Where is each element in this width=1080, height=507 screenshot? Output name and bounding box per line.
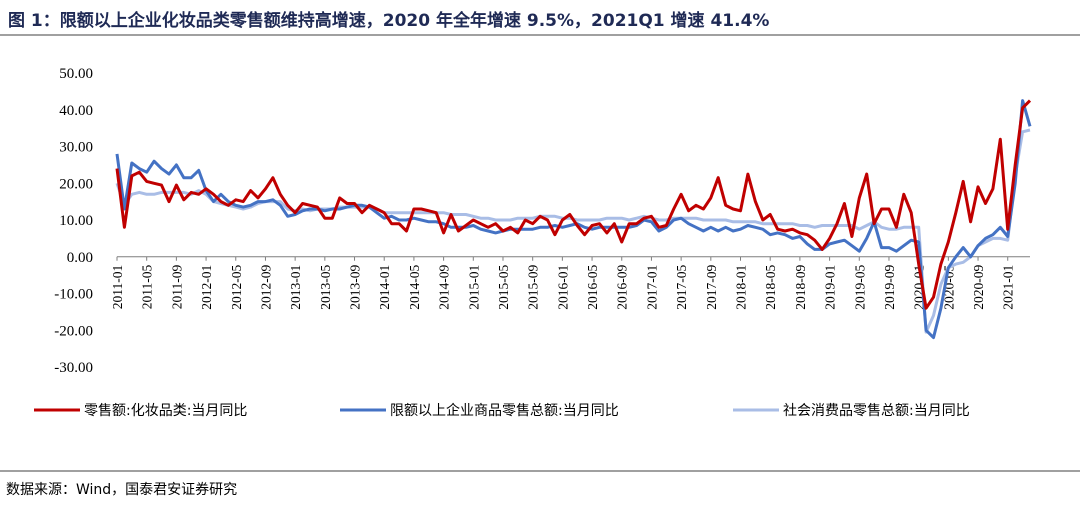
x-tick-label: 2012-09 xyxy=(258,265,273,310)
x-tick-label: 2013-05 xyxy=(318,265,333,310)
x-tick-label: 2013-09 xyxy=(348,265,363,310)
y-tick-label: -10.00 xyxy=(54,287,93,303)
x-tick-label: 2014-09 xyxy=(437,265,452,310)
x-tick-label: 2017-09 xyxy=(704,265,719,310)
x-tick-label: 2018-01 xyxy=(734,265,749,310)
y-tick-label: -20.00 xyxy=(54,323,93,339)
x-tick-label: 2019-05 xyxy=(852,265,867,310)
x-tick-label: 2018-05 xyxy=(763,265,778,310)
x-tick-label: 2014-01 xyxy=(377,265,392,310)
y-tick-label: 40.00 xyxy=(59,103,93,119)
y-tick-label: 10.00 xyxy=(59,213,93,229)
x-tick-label: 2012-01 xyxy=(199,265,214,310)
chart: 50.00 40.00 30.00 20.00 10.00 0.00 -10.00 -20.0… xyxy=(34,66,1032,419)
x-tick-label: 2017-05 xyxy=(674,265,689,310)
x-tick-label: 2018-09 xyxy=(793,265,808,310)
x-tick-label: 2016-09 xyxy=(615,265,630,310)
x-tick-label: 2011-05 xyxy=(140,265,155,310)
series-layer xyxy=(115,99,1032,340)
x-tick-label: 2015-01 xyxy=(466,265,481,310)
x-tick-label: 2012-05 xyxy=(229,265,244,310)
x-tick-label: 2015-09 xyxy=(526,265,541,310)
series-line-0 xyxy=(115,99,1032,310)
x-tick-label: 2019-09 xyxy=(882,265,897,310)
legend-label: 零售额:化妆品类:当月同比 xyxy=(84,403,247,419)
source-note: 数据来源：Wind，国泰君安证券研究 xyxy=(6,482,238,498)
footer-rule xyxy=(0,470,1080,472)
title-bar: 图 1：限额以上企业化妆品类零售额维持高增速，2020 年全年增速 9.5%，2… xyxy=(0,0,1080,36)
x-tick-label: 2013-01 xyxy=(288,265,303,310)
x-tick-label: 2021-01 xyxy=(1001,265,1016,310)
legend: 零售额:化妆品类:当月同比 限额以上企业商品零售总额:当月同比 社会消费品零售总额:… xyxy=(34,402,970,419)
x-axis: 2011-01 2011-05 2011-09 2012-01 2012-05 2012-… xyxy=(110,256,1030,310)
legend-label: 社会消费品零售总额:当月同比 xyxy=(783,403,970,419)
y-tick-label: 30.00 xyxy=(59,140,93,156)
y-tick-label: -30.00 xyxy=(54,360,93,376)
series-line-1 xyxy=(115,99,1032,340)
x-tick-label: 2017-01 xyxy=(644,265,659,310)
y-axis: 50.00 40.00 30.00 20.00 10.00 0.00 -10.00 -20.0… xyxy=(54,66,93,376)
x-tick-label: 2011-01 xyxy=(110,265,125,310)
figure-title: 图 1：限额以上企业化妆品类零售额维持高增速，2020 年全年增速 9.5%，2… xyxy=(8,11,770,31)
x-tick-label: 2015-05 xyxy=(496,265,511,310)
x-tick-label: 2014-05 xyxy=(407,265,422,310)
legend-label: 限额以上企业商品零售总额:当月同比 xyxy=(390,402,619,419)
x-tick-label: 2020-09 xyxy=(971,265,986,310)
y-tick-label: 0.00 xyxy=(67,250,93,266)
y-tick-label: 50.00 xyxy=(59,66,93,82)
x-tick-label: 2011-09 xyxy=(169,265,184,310)
y-tick-label: 20.00 xyxy=(59,176,93,192)
x-tick-label: 2016-05 xyxy=(585,265,600,310)
x-tick-label: 2016-01 xyxy=(555,265,570,310)
x-tick-label: 2019-01 xyxy=(823,265,838,310)
